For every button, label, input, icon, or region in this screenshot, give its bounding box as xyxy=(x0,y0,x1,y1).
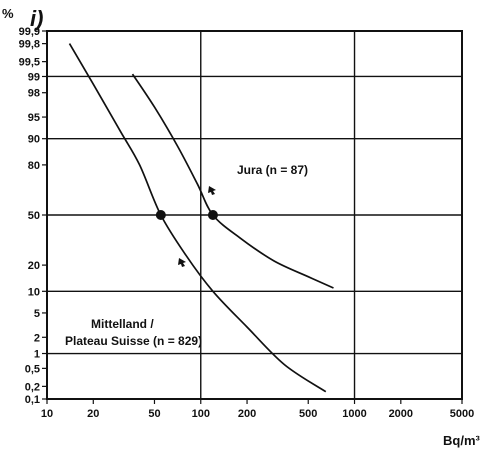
panel-label: i) xyxy=(30,6,43,31)
series-label-jura: Jura (n = 87) xyxy=(237,163,308,177)
grid-lines xyxy=(47,31,462,399)
x-tick-label: 5000 xyxy=(450,408,474,420)
y-tick-label: 50 xyxy=(28,210,40,222)
tick-labels: 99,999,8 99,5 99 98 95 90 80 50 20 10 5 2 1 0,5 0,20,1… xyxy=(19,26,475,420)
arrow-marker-upper xyxy=(208,186,216,195)
x-tick-label: 500 xyxy=(299,408,317,420)
y-tick-label: 90 xyxy=(28,134,40,146)
y-tick-label: 99,9 xyxy=(19,26,40,38)
y-tick-label: 2 xyxy=(34,332,40,344)
y-tick-label: 99 xyxy=(28,71,40,83)
x-axis-label: Bq/m³ xyxy=(443,433,481,448)
y-tick-label: 80 xyxy=(28,160,40,172)
y-tick-label: 95 xyxy=(28,112,40,124)
x-tick-label: 50 xyxy=(148,408,160,420)
y-tick-label: 98 xyxy=(28,88,40,100)
x-tick-label: 100 xyxy=(192,408,210,420)
y-tick-label: 5 xyxy=(34,308,40,320)
y-tick-label: 20 xyxy=(28,260,40,272)
series-line-1 xyxy=(131,73,334,289)
median-point-1 xyxy=(207,210,218,220)
series-layer xyxy=(68,43,334,393)
y-tick-label: 99,8 xyxy=(19,39,40,51)
x-tick-label: 20 xyxy=(87,408,99,420)
series-label-mittelland-line1: Mittelland / xyxy=(91,317,154,331)
y-axis-label: % xyxy=(2,6,14,21)
y-tick-label: 99,5 xyxy=(19,57,40,69)
x-tick-label: 1000 xyxy=(342,408,366,420)
y-tick-label: 0,1 xyxy=(25,394,40,406)
y-tick-label: 0,2 xyxy=(25,381,40,393)
series-label-mittelland-line2: Plateau Suisse (n = 829) xyxy=(65,334,202,348)
y-tick-label: 0,5 xyxy=(25,363,40,375)
y-tick-label: 10 xyxy=(28,286,40,298)
x-tick-label: 10 xyxy=(41,408,53,420)
y-tick-label: 1 xyxy=(34,349,40,361)
median-point-0 xyxy=(155,210,166,220)
arrow-marker-lower xyxy=(178,258,186,267)
x-tick-label: 2000 xyxy=(389,408,413,420)
x-tick-label: 200 xyxy=(238,408,256,420)
series-line-0 xyxy=(68,43,327,393)
